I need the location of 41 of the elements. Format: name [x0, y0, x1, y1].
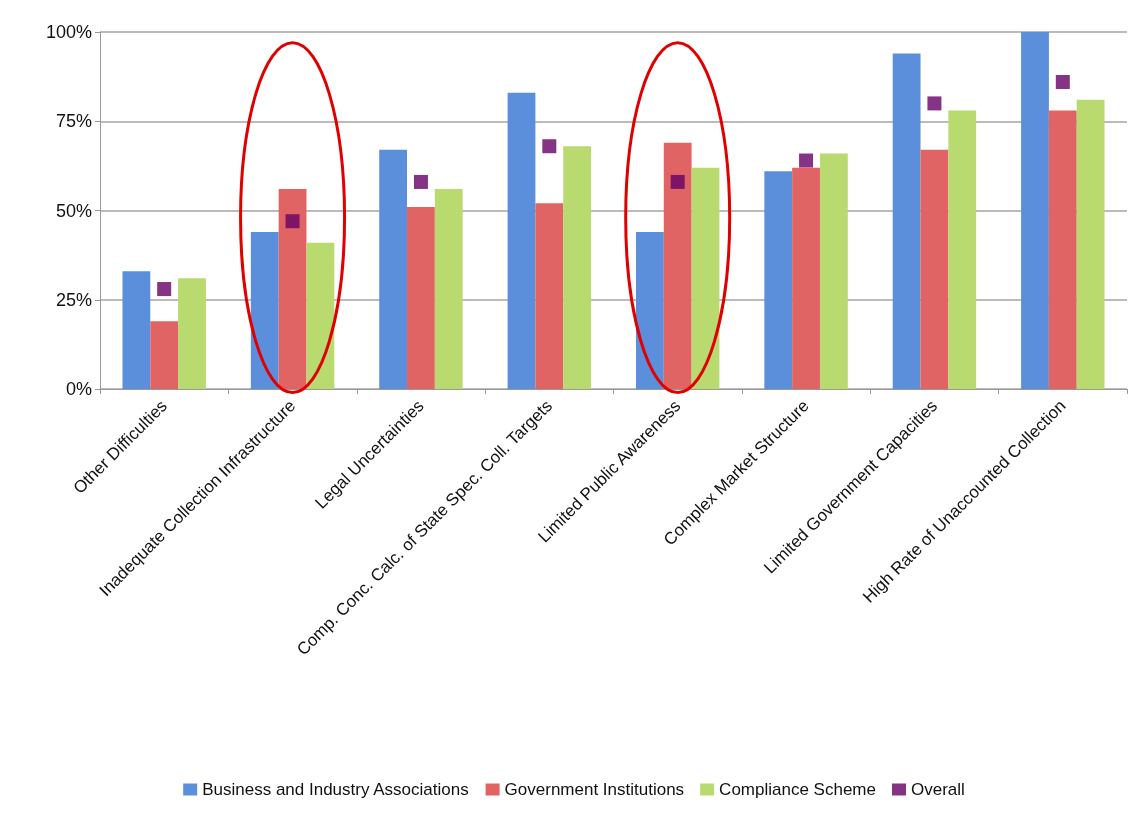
bar: [1076, 99, 1105, 389]
bar: [948, 110, 977, 389]
bar: [819, 153, 848, 389]
y-tick-label: 0%: [65, 379, 92, 399]
bar: [278, 189, 307, 389]
bar: [379, 149, 408, 389]
y-tick-label: 75%: [55, 111, 92, 132]
point: [285, 214, 300, 229]
bar: [306, 242, 335, 389]
point: [670, 174, 685, 189]
bar: [764, 171, 793, 389]
point: [157, 282, 172, 297]
y-tick-label: 25%: [55, 289, 92, 310]
point: [1055, 74, 1070, 89]
bar: [1048, 110, 1077, 389]
bar: [178, 278, 206, 389]
bar: [250, 231, 279, 389]
bar: [663, 142, 692, 389]
point: [413, 174, 428, 189]
point: [799, 153, 814, 168]
bar: [434, 189, 463, 389]
bar: [691, 167, 720, 389]
legend-label: Compliance Scheme: [719, 780, 876, 799]
bar: [920, 149, 949, 389]
y-tick-label: 100%: [45, 22, 92, 42]
legend-label: Government Institutions: [504, 780, 685, 799]
y-tick-label: 50%: [55, 200, 92, 221]
bar: [635, 231, 664, 389]
legend-label: Business and Industry Associations: [202, 780, 469, 799]
bar: [563, 146, 592, 389]
bar: [150, 321, 179, 389]
bar: [507, 92, 536, 389]
point: [542, 139, 557, 154]
bar: [1021, 32, 1049, 389]
legend-label: Overall: [910, 780, 965, 799]
bar: [535, 203, 564, 389]
bar: [407, 206, 435, 389]
point: [927, 96, 942, 111]
bar: [792, 167, 820, 389]
bar: [122, 271, 151, 389]
bar: [892, 53, 921, 389]
